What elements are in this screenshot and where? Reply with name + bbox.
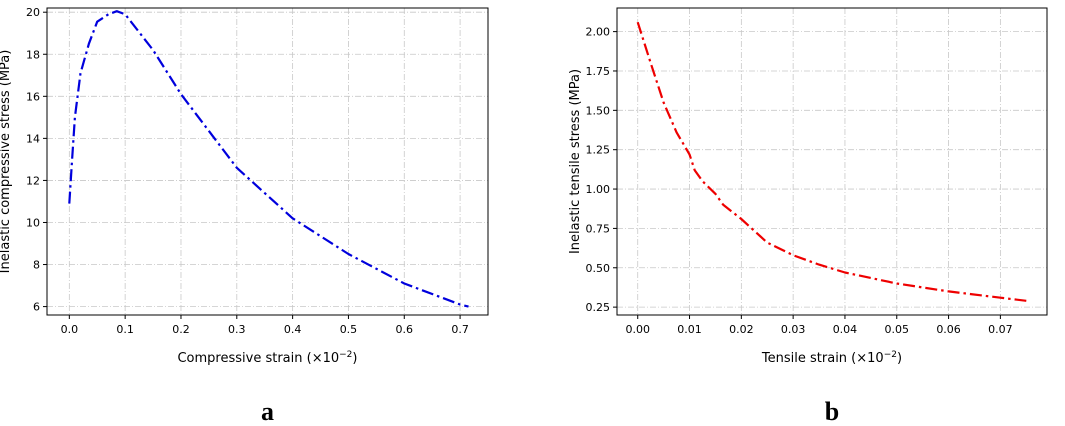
- series-line: [68, 10, 469, 308]
- y-tick-label: 12: [26, 174, 40, 187]
- x-tick-label: 0.4: [284, 323, 302, 336]
- y-tick-label: 8: [33, 259, 40, 272]
- series-group: [636, 21, 1027, 302]
- series-group: [68, 10, 469, 308]
- x-tick-label: 0.03: [781, 323, 806, 336]
- y-tick-label: 0.75: [586, 222, 611, 235]
- y-axis-ticks: 6 8 10 12 14 16 18 20: [26, 6, 47, 314]
- y-tick-label: 20: [26, 6, 40, 19]
- x-axis-label: Tensile strain (×10−2): [761, 350, 902, 366]
- x-tick-label: 0.04: [833, 323, 858, 336]
- x-tick-label: 0.01: [677, 323, 702, 336]
- x-tick-label: 0.0: [61, 323, 79, 336]
- x-tick-label: 0.2: [172, 323, 190, 336]
- x-tick-label: 0.00: [625, 323, 650, 336]
- x-tick-label: 0.1: [116, 323, 134, 336]
- y-tick-label: 1.75: [586, 65, 611, 78]
- x-tick-label: 0.7: [451, 323, 469, 336]
- grid-lines: [47, 8, 488, 315]
- series-line: [636, 21, 1027, 302]
- plot-area: [46, 7, 489, 316]
- x-tick-label: 0.3: [228, 323, 246, 336]
- panel-label-b: b: [825, 397, 839, 426]
- y-tick-label: 16: [26, 90, 40, 103]
- chart-panel-a: 0.0 0.1 0.2 0.3 0.4 0.5 0.6 0.7 68101214161820 …: [0, 6, 489, 426]
- y-tick-label: 1.25: [586, 144, 611, 157]
- y-tick-label: 14: [26, 132, 40, 145]
- y-axis-label: Inelastic tensile stress (MPa): [568, 69, 583, 254]
- y-axis-label: Inelastic compressive stress (MPa): [0, 50, 13, 274]
- y-tick-label: 0.25: [586, 301, 611, 314]
- x-axis-ticks: 0.0 0.1 0.2 0.3 0.4 0.5 0.6 0.7: [61, 315, 469, 336]
- x-tick-label: 0.06: [936, 323, 961, 336]
- x-tick-label: 0.05: [885, 323, 910, 336]
- plot-area: [616, 7, 1048, 316]
- grid-lines: [617, 8, 1047, 315]
- x-tick-label: 0.07: [988, 323, 1013, 336]
- y-tick-label: 2.00: [586, 26, 611, 39]
- y-tick-label: 1.50: [586, 104, 611, 117]
- x-axis-ticks: 0.00 0.01 0.02 0.03 0.04 0.05 0.06 0.07: [625, 315, 1013, 336]
- y-tick-label: 10: [26, 216, 40, 229]
- x-tick-label: 0.5: [340, 323, 358, 336]
- y-tick-label: 18: [26, 48, 40, 61]
- x-axis-label: Compressive strain (×10−2): [177, 350, 357, 366]
- y-tick-label: 1.00: [586, 183, 611, 196]
- chart-panel-b: 0.00 0.01 0.02 0.03 0.04 0.05 0.06 0.07 0.25 0.5…: [568, 7, 1048, 426]
- x-tick-label: 0.02: [729, 323, 754, 336]
- panel-label-a: a: [261, 397, 274, 426]
- x-tick-label: 0.6: [396, 323, 414, 336]
- y-tick-label: 6: [33, 301, 40, 314]
- y-tick-label: 0.50: [586, 262, 611, 275]
- y-axis-ticks: 0.25 0.50 0.75 1.00 1.25 1.50 1.75 2.00: [586, 26, 617, 314]
